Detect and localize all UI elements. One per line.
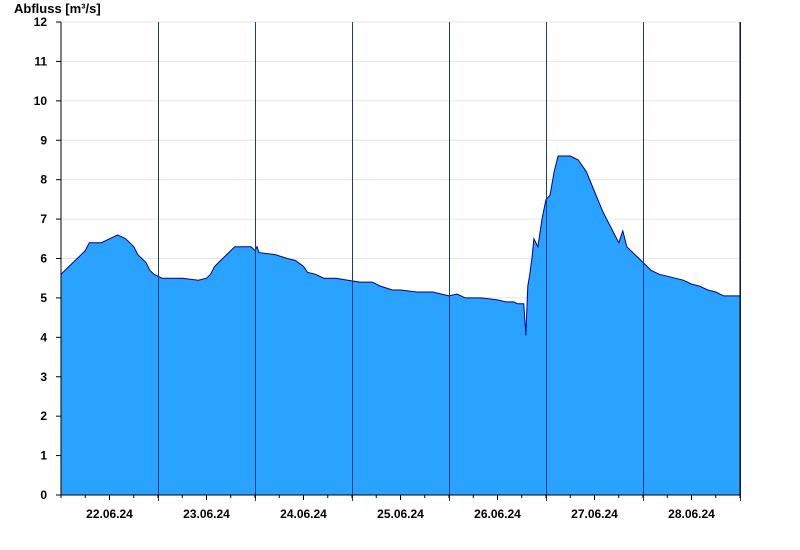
y-tick-label-12: 12 — [34, 15, 48, 29]
series-line-0 — [60, 155, 740, 336]
y-axis-label: Abfluss [m³/s] — [14, 1, 101, 16]
y-tick-label-10: 10 — [34, 94, 48, 108]
x-tick-label-3: 25.06.24 — [377, 507, 424, 521]
series-area-0 — [61, 156, 740, 495]
day-separators — [158, 22, 741, 501]
y-tick-label-9: 9 — [40, 133, 47, 147]
x-axis-ticks: 22.06.24 23.06.24 24.06.24 25.06.24 26.06.24… — [60, 495, 741, 521]
y-tick-label-5: 5 — [40, 291, 47, 305]
x-tick-label-2: 24.06.24 — [280, 507, 327, 521]
y-tick-label-2: 2 — [40, 409, 47, 423]
x-tick-label-6: 28.06.24 — [668, 507, 715, 521]
y-tick-label-4: 4 — [40, 330, 47, 344]
y-tick-label-3: 3 — [40, 370, 47, 384]
y-tick-label-7: 7 — [40, 212, 47, 226]
y-tick-label-1: 1 — [40, 449, 47, 463]
x-tick-label-5: 27.06.24 — [571, 507, 618, 521]
x-tick-label-4: 26.06.24 — [474, 507, 521, 521]
x-tick-label-1: 23.06.24 — [183, 507, 230, 521]
y-tick-label-11: 11 — [34, 54, 47, 68]
y-tick-label-8: 8 — [40, 173, 47, 187]
y-tick-label-6: 6 — [40, 252, 47, 266]
plot-area — [60, 155, 740, 495]
y-tick-label-0: 0 — [40, 488, 47, 502]
x-tick-label-0: 22.06.24 — [86, 507, 133, 521]
